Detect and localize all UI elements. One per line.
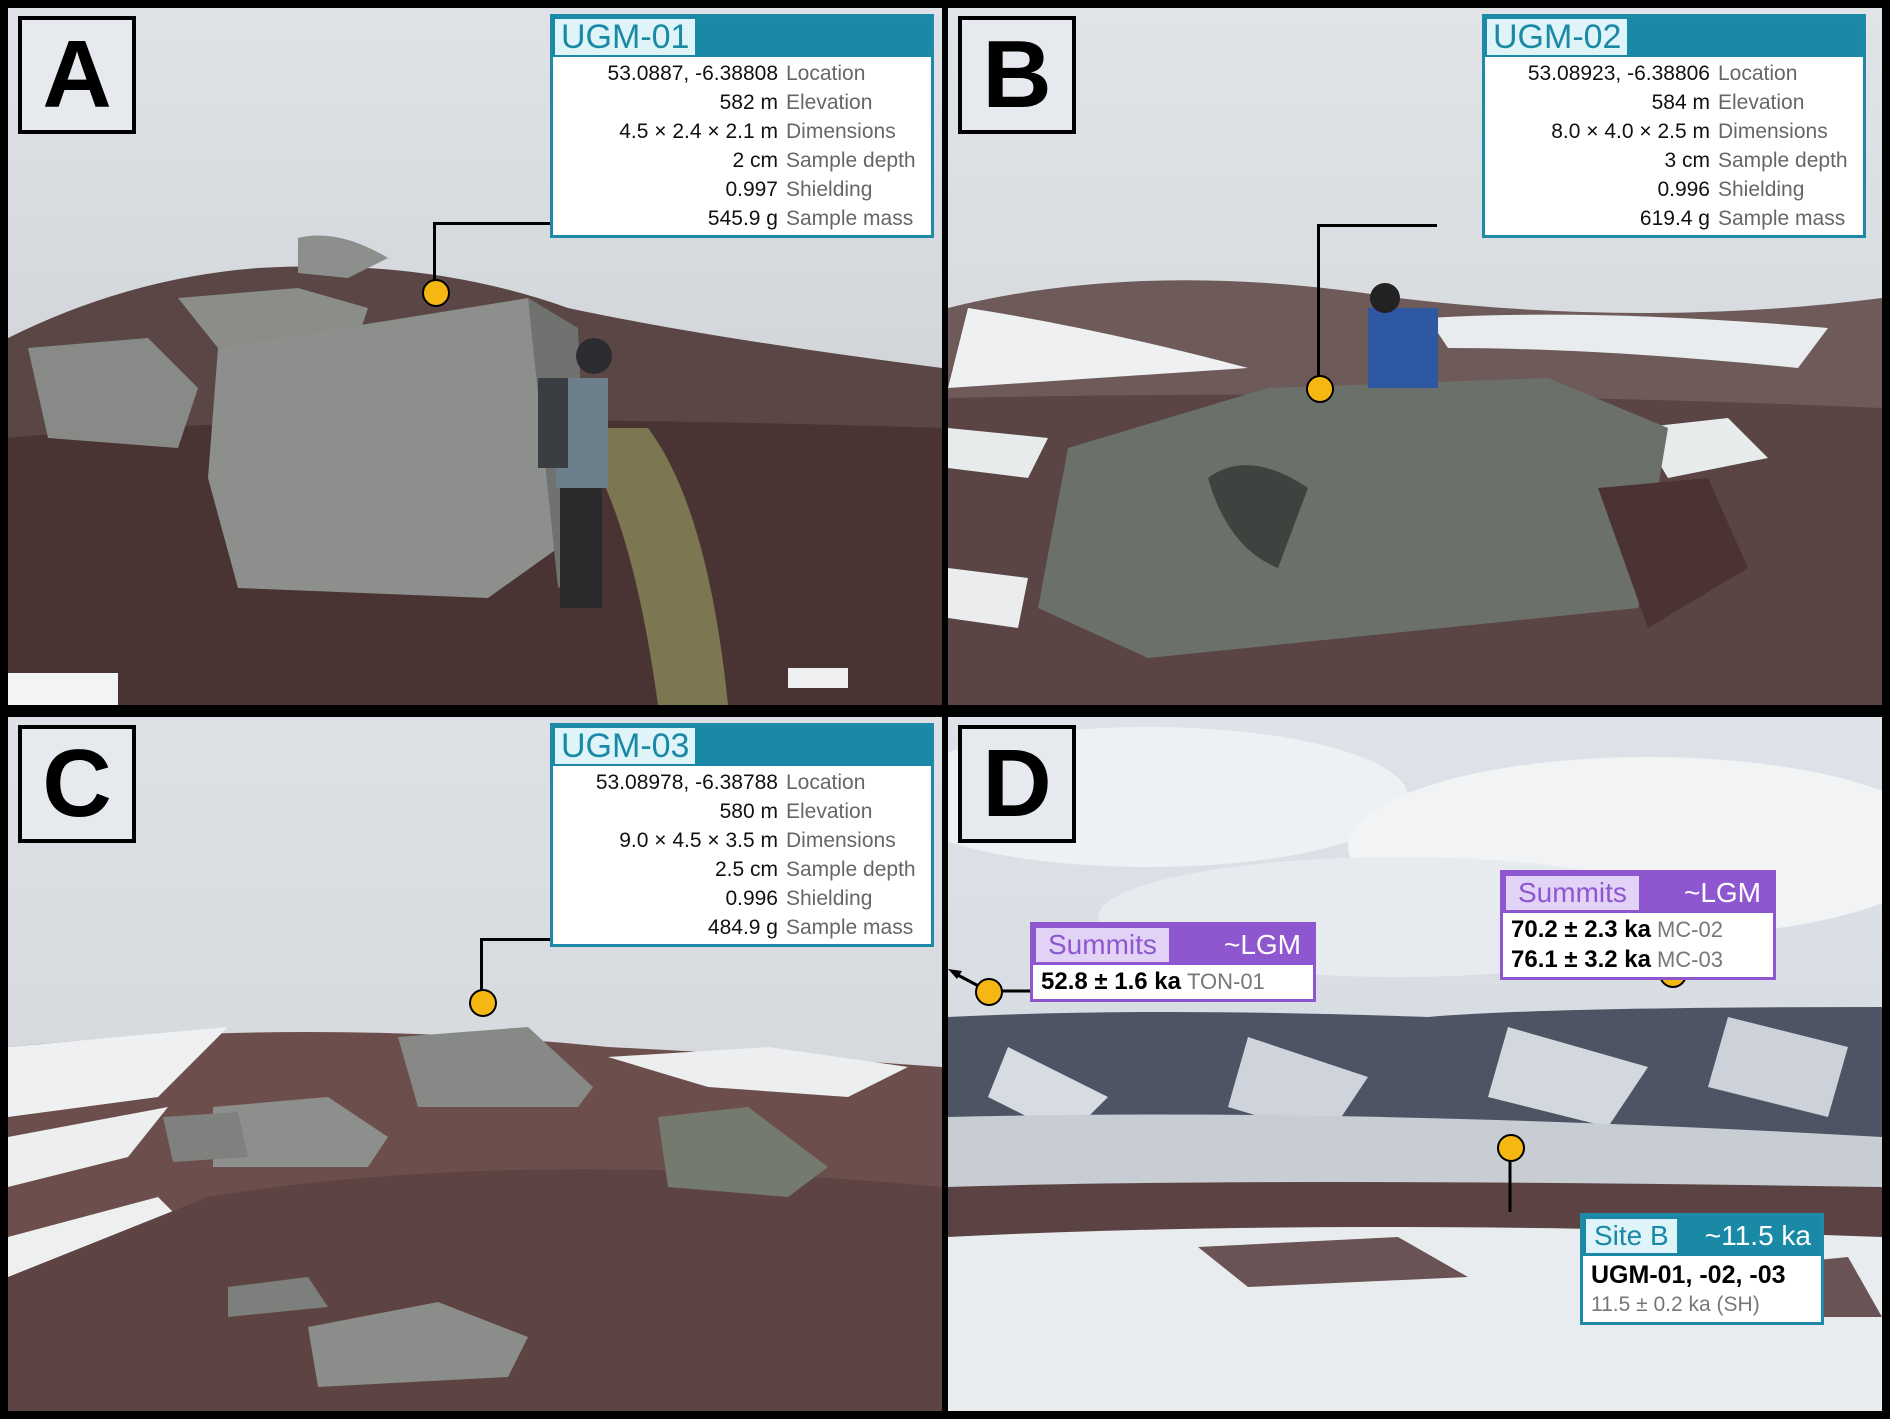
info-row: 582 m Elevation xyxy=(719,91,873,114)
sample-id: UGM-01 xyxy=(555,19,696,55)
panel-label: B xyxy=(958,16,1076,134)
info-row: 2 cm Sample depth xyxy=(732,149,916,172)
site-samples: UGM-01, -02, -03 xyxy=(1591,1261,1786,1289)
sample-location-marker xyxy=(422,279,450,307)
age-class: ~LGM xyxy=(1683,877,1761,908)
site-b-label-box: Site B ~11.5 ka UGM-01, -02, -03 11.5 ± … xyxy=(1580,1213,1824,1325)
info-row: 545.9 g Sample mass xyxy=(707,207,914,230)
info-row: 53.08978, -6.38788 Location xyxy=(595,771,866,794)
summit-age-row: 70.2 ± 2.3 ka MC-02 xyxy=(1511,916,1723,943)
info-row: 484.9 g Sample mass xyxy=(707,916,914,939)
leader-line xyxy=(433,222,560,225)
info-row: 0.997 Shielding xyxy=(725,178,873,201)
summit-marker-left xyxy=(975,978,1003,1006)
info-row: 619.4 g Sample mass xyxy=(1639,207,1846,230)
panel-b: B UGM-02 53.08923, -6.38806 Location 584 … xyxy=(948,8,1882,705)
info-row: 4.5 × 2.4 × 2.1 m Dimensions xyxy=(619,120,896,143)
leader-line xyxy=(480,938,483,998)
info-row: 0.996 Shielding xyxy=(1657,178,1805,201)
summits-label: Summits xyxy=(1036,928,1169,962)
info-row: 9.0 × 4.5 × 3.5 m Dimensions xyxy=(619,829,896,852)
panel-c: C UGM-03 53.08978, -6.38788 Location 580 … xyxy=(8,717,942,1411)
info-row: 53.0887, -6.38808 Location xyxy=(607,62,866,85)
sample-info-table: 53.0887, -6.38808 Location 582 m Elevation… xyxy=(553,59,931,233)
leader-line xyxy=(1317,224,1437,227)
panel-a: A UGM-01 53.0887, -6.38808 Location 582 m… xyxy=(8,8,942,705)
info-row: 0.996 Shielding xyxy=(725,887,873,910)
site-b-marker xyxy=(1497,1134,1525,1162)
site-age: 11.5 ± 0.2 ka (SH) xyxy=(1591,1293,1760,1316)
info-row: 3 cm Sample depth xyxy=(1664,149,1848,172)
sample-id: UGM-03 xyxy=(555,728,696,764)
panel-label: A xyxy=(18,16,136,134)
sample-id: UGM-02 xyxy=(1487,19,1628,55)
panel-label: C xyxy=(18,725,136,843)
summits-left-label-box: Summits ~LGM 52.8 ± 1.6 ka TON-01 xyxy=(1030,922,1316,1002)
info-row: 580 m Elevation xyxy=(719,800,873,823)
sample-location-marker xyxy=(469,989,497,1017)
leader-line xyxy=(480,938,560,941)
info-row: 8.0 × 4.0 × 2.5 m Dimensions xyxy=(1551,120,1828,143)
panel-label: D xyxy=(958,725,1076,843)
sample-info-table: 53.08923, -6.38806 Location 584 m Elevatio… xyxy=(1485,59,1863,233)
summits-label: Summits xyxy=(1506,876,1639,910)
leader-line xyxy=(1317,224,1320,386)
summits-right-label-box: Summits ~LGM 70.2 ± 2.3 ka MC-02 76.1 ± 3… xyxy=(1500,870,1776,980)
sample-info-table: 53.08978, -6.38788 Location 580 m Elevatio… xyxy=(553,768,931,942)
info-row: 584 m Elevation xyxy=(1651,91,1805,114)
leader-line xyxy=(433,222,436,286)
site-label: Site B xyxy=(1586,1219,1677,1253)
sample-info-box: UGM-01 53.0887, -6.38808 Location 582 m El… xyxy=(550,14,934,238)
age-class: ~LGM xyxy=(1223,929,1301,960)
summit-age-row: 76.1 ± 3.2 ka MC-03 xyxy=(1511,946,1723,973)
info-row: 53.08923, -6.38806 Location xyxy=(1527,62,1798,85)
info-row: 2.5 cm Sample depth xyxy=(714,858,916,881)
age-class: ~11.5 ka xyxy=(1704,1220,1811,1251)
sample-location-marker xyxy=(1306,375,1334,403)
panel-d: D Summits ~LGM 52.8 ± 1.6 ka TON-01 Summi… xyxy=(948,717,1882,1411)
summit-age-row: 52.8 ± 1.6 ka TON-01 xyxy=(1041,968,1265,995)
